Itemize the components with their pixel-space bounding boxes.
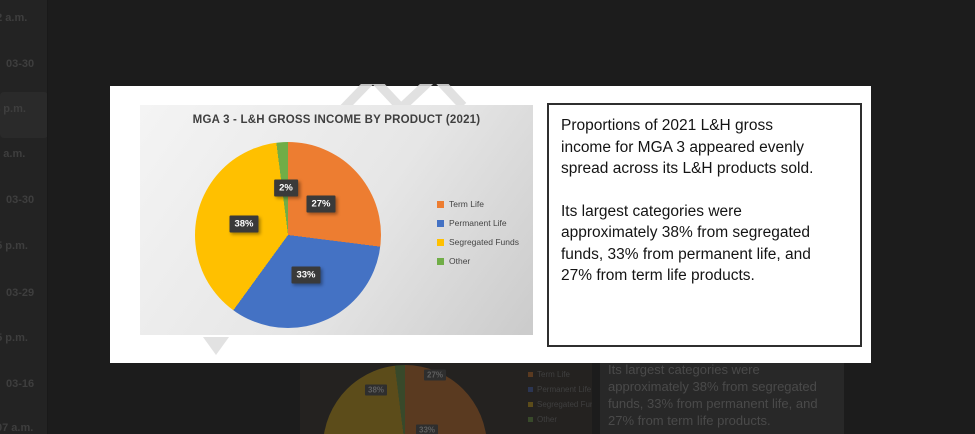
timestamp: 30 a.m. bbox=[0, 148, 26, 160]
dimmed-legend-label: Term Life bbox=[537, 370, 570, 379]
dimmed-legend-label: Other bbox=[537, 415, 558, 424]
pie bbox=[195, 142, 381, 328]
dimmed-caption-line: Its largest categories were bbox=[608, 362, 760, 377]
legend-label: Other bbox=[449, 256, 471, 266]
timestamp: 03-16 bbox=[6, 378, 35, 390]
caption-line: income for MGA 3 appeared evenly bbox=[561, 138, 804, 156]
dimmed-caption-panel: Its largest categories were approximatel… bbox=[600, 352, 844, 434]
legend-swatch-icon bbox=[528, 417, 533, 422]
dimmed-legend-item: Term Life bbox=[528, 370, 592, 379]
timeline-rail: 12 a.m. 03-30 44 p.m. 30 a.m. 03-30 55 p… bbox=[0, 0, 48, 434]
watermark-triangle bbox=[203, 337, 229, 355]
dimmed-legend-item: Other bbox=[528, 415, 592, 424]
caption-line: spread across its L&H products sold. bbox=[561, 160, 814, 177]
dimmed-legend-item: Segregated Funds bbox=[528, 400, 592, 409]
legend-label: Permanent Life bbox=[449, 218, 507, 228]
caption-paragraph-1: Proportions of 2021 L&H gross income for… bbox=[561, 115, 848, 180]
caption-box: Proportions of 2021 L&H gross income for… bbox=[547, 103, 862, 347]
caption-line: Proportions of 2021 L&H gross bbox=[561, 117, 773, 134]
dimmed-caption-line: funds, 33% from permanent life, and bbox=[608, 396, 818, 411]
pie-label-term-life: 27% bbox=[306, 195, 336, 213]
chart-title: MGA 3 - L&H GROSS INCOME BY PRODUCT (202… bbox=[192, 114, 481, 126]
pie-label-other: 2% bbox=[274, 179, 298, 197]
pie-label-segregated-funds: 38% bbox=[229, 215, 259, 233]
timestamp: 55 p.m. bbox=[0, 240, 28, 252]
legend-swatch-icon bbox=[528, 402, 533, 407]
dimmed-pie-label: 38% bbox=[364, 384, 388, 396]
caption-line: Its largest categories were bbox=[561, 202, 742, 220]
timestamp: 03-29 bbox=[6, 287, 35, 299]
legend-swatch-icon bbox=[437, 238, 444, 246]
caption-paragraph-2: Its largest categories were approximatel… bbox=[561, 201, 848, 287]
legend-swatch-icon bbox=[437, 257, 444, 265]
timestamp: 44 p.m. bbox=[0, 103, 26, 115]
timestamp: 07 a.m. bbox=[0, 422, 34, 434]
legend-item: Segregated Funds bbox=[437, 237, 519, 247]
pie-chart-figure: MGA 3 - L&H GROSS INCOME BY PRODUCT (202… bbox=[140, 105, 533, 335]
legend-swatch-icon bbox=[528, 372, 533, 377]
legend-item: Term Life bbox=[437, 199, 519, 209]
dimmed-legend: Term Life Permanent Life Segregated Fund… bbox=[528, 370, 592, 424]
mini-pie bbox=[323, 365, 487, 434]
dimmed-caption-line: 27% from term life products. bbox=[608, 413, 771, 428]
timestamp: 03-30 bbox=[6, 194, 35, 206]
timestamp: 45 p.m. bbox=[0, 332, 28, 344]
pie-label-permanent-life: 33% bbox=[291, 266, 321, 284]
dimmed-chart-panel: 27% 38% 33% Term Life Permanent Life Seg… bbox=[300, 352, 592, 434]
dimmed-pie-label: 27% bbox=[423, 369, 447, 381]
legend-item: Permanent Life bbox=[437, 218, 519, 228]
dimmed-legend-label: Permanent Life bbox=[537, 385, 592, 394]
dimmed-caption-line: approximately 38% from segregated bbox=[608, 379, 817, 394]
legend-item: Other bbox=[437, 256, 519, 266]
dimmed-legend-item: Permanent Life bbox=[528, 385, 592, 394]
legend-label: Segregated Funds bbox=[449, 237, 519, 247]
legend-swatch-icon bbox=[528, 387, 533, 392]
legend-label: Term Life bbox=[449, 199, 484, 209]
legend-swatch-icon bbox=[437, 200, 444, 208]
chart-legend: Term Life Permanent Life Segregated Fund… bbox=[437, 199, 519, 266]
dimmed-pie-label: 33% bbox=[415, 424, 439, 434]
image-preview[interactable]: MGA 3 - L&H GROSS INCOME BY PRODUCT (202… bbox=[110, 84, 871, 363]
caption-line: funds, 33% from permanent life, and bbox=[561, 245, 811, 263]
timestamp: 12 a.m. bbox=[0, 12, 28, 24]
caption-line: approximately 38% from segregated bbox=[561, 224, 810, 241]
timestamp: 03-30 bbox=[6, 58, 35, 70]
caption-line: 27% from term life products. bbox=[561, 267, 755, 284]
dimmed-legend-label: Segregated Funds bbox=[537, 400, 592, 409]
legend-swatch-icon bbox=[437, 219, 444, 227]
timeline-selected-item bbox=[0, 92, 47, 138]
